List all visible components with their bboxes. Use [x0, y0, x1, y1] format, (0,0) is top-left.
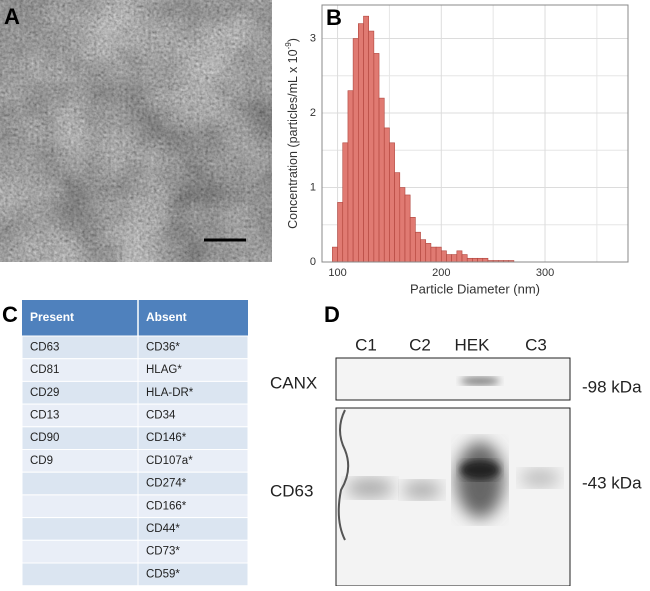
table-cell: CD166* — [146, 500, 187, 512]
bar — [342, 142, 349, 263]
table-cell: CD73* — [146, 546, 180, 558]
panel-label: A — [4, 4, 20, 29]
header-cell: Present — [30, 310, 74, 324]
marker-table: Present Absent CD63 CD36* CD81 HLAG* CD29 HLA-D… — [21, 300, 249, 587]
bar — [482, 257, 489, 263]
row-label: CD63 — [270, 481, 313, 500]
table-header — [22, 300, 248, 336]
x-tick-label: 300 — [536, 267, 554, 279]
bar — [430, 246, 437, 263]
bar — [368, 30, 375, 263]
table-row — [21, 539, 249, 564]
table-cell: CD63 — [30, 341, 59, 353]
bar — [425, 243, 432, 263]
blot-frame — [335, 357, 571, 401]
table-cell: CD59* — [146, 568, 180, 580]
y-tick-label: 2 — [310, 107, 316, 119]
blot-bands — [337, 409, 560, 541]
bar — [394, 172, 401, 263]
x-tick-label: 100 — [328, 267, 346, 279]
bar — [347, 90, 354, 263]
table-row — [21, 449, 249, 473]
bar — [420, 239, 427, 263]
table-cell: CD274* — [146, 478, 187, 490]
y-axis-label-end: ) — [286, 38, 300, 42]
table-cell: CD146* — [146, 432, 187, 444]
bar — [446, 254, 452, 263]
table-cell: HLA-DR* — [146, 387, 194, 399]
table-cell: CD44* — [146, 523, 180, 535]
bar — [456, 250, 463, 263]
table-cell: CD9 — [30, 455, 53, 467]
x-axis-label: Particle Diameter (nm) — [410, 281, 540, 296]
bar — [435, 246, 442, 263]
bar — [472, 257, 478, 263]
lane-label: C1 — [355, 335, 377, 354]
y-tick-label: 0 — [310, 256, 316, 268]
marker-label: -43 kDa — [582, 473, 642, 492]
table-row — [21, 562, 249, 587]
table-cell: CD29 — [30, 387, 59, 399]
x-tick-label: 200 — [432, 267, 450, 279]
bar — [383, 127, 390, 263]
header-cell: Absent — [146, 310, 187, 324]
marker-label: -98 kDa — [582, 377, 642, 396]
bar — [409, 217, 416, 263]
bar — [378, 97, 385, 263]
panel-label: D — [324, 302, 340, 327]
bar — [415, 231, 421, 263]
table-cell: HLAG* — [146, 364, 182, 376]
table-cell: CD107a* — [146, 455, 193, 467]
y-axis-label: Concentration (particles/mL x 10-9) — [284, 38, 300, 229]
table-row — [21, 517, 249, 541]
blot-labels: C1 C2 HEK C3 CANX CD63 -98 kDa -43 kDa — [270, 335, 642, 500]
bar — [373, 53, 380, 263]
bar — [352, 38, 359, 263]
panel-label: C — [2, 302, 18, 327]
bar — [358, 23, 364, 263]
table-cell: CD34 — [146, 409, 176, 421]
y-axis-label-exponent: -9 — [284, 42, 293, 50]
histogram: 100 200 300 0 1 2 3 Particle Diameter (nm) Conce… — [284, 4, 629, 296]
panel-label: B — [326, 5, 342, 30]
bar — [332, 246, 338, 263]
table-cell: CD90 — [30, 432, 59, 444]
tem-image — [0, 0, 272, 262]
bar — [404, 194, 411, 263]
bar — [451, 254, 458, 263]
bar — [389, 142, 395, 263]
bar — [363, 15, 369, 263]
bar — [399, 187, 406, 263]
blot-band — [460, 377, 500, 385]
bar — [337, 202, 344, 263]
y-tick-label: 1 — [310, 181, 316, 193]
lane-label: HEK — [455, 335, 491, 354]
lane-label: C2 — [409, 335, 431, 354]
table-row — [21, 494, 249, 519]
y-axis-label-text: Concentration (particles/mL x 10 — [286, 49, 300, 229]
table-row — [21, 471, 249, 496]
plot-border — [321, 4, 629, 263]
bar — [466, 257, 473, 263]
row-label: CANX — [270, 373, 317, 392]
table-cell: CD13 — [30, 409, 59, 421]
lane-label: C3 — [525, 335, 547, 354]
bar — [440, 250, 447, 263]
table-cell: CD81 — [30, 364, 59, 376]
bar — [461, 254, 468, 263]
y-tick-label: 3 — [310, 32, 316, 44]
bar — [477, 257, 484, 263]
table-cell: CD36* — [146, 341, 180, 353]
